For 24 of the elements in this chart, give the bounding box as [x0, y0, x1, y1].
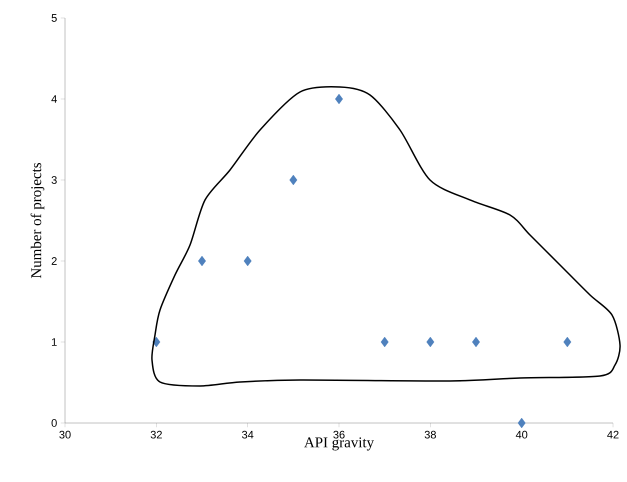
point	[289, 174, 298, 186]
point	[426, 336, 434, 348]
x-tick-label: 40	[516, 430, 528, 439]
point	[563, 336, 572, 348]
y-axis-title: Number of projects	[30, 162, 44, 278]
point	[198, 256, 206, 266]
x-tick-label: 38	[424, 430, 436, 439]
x-tick-label: 30	[59, 430, 71, 439]
point	[244, 256, 252, 266]
point	[380, 336, 389, 348]
x-tick-label: 42	[607, 430, 619, 438]
y-tick-label: 4	[51, 95, 57, 103]
y-tick-label: 2	[52, 257, 57, 265]
y-tick-label: 0	[52, 419, 57, 427]
point	[518, 418, 526, 428]
x-tick-label: 36	[333, 430, 345, 439]
point	[335, 94, 343, 104]
x-tick-label: 34	[242, 430, 254, 439]
x-axis-title: API gravity	[304, 437, 374, 450]
x-tick-label: 32	[150, 430, 162, 439]
y-tick-label: 3	[52, 176, 57, 184]
point	[472, 336, 480, 348]
y-tick-label: 1	[52, 338, 57, 346]
y-tick-label: 5	[52, 14, 57, 22]
